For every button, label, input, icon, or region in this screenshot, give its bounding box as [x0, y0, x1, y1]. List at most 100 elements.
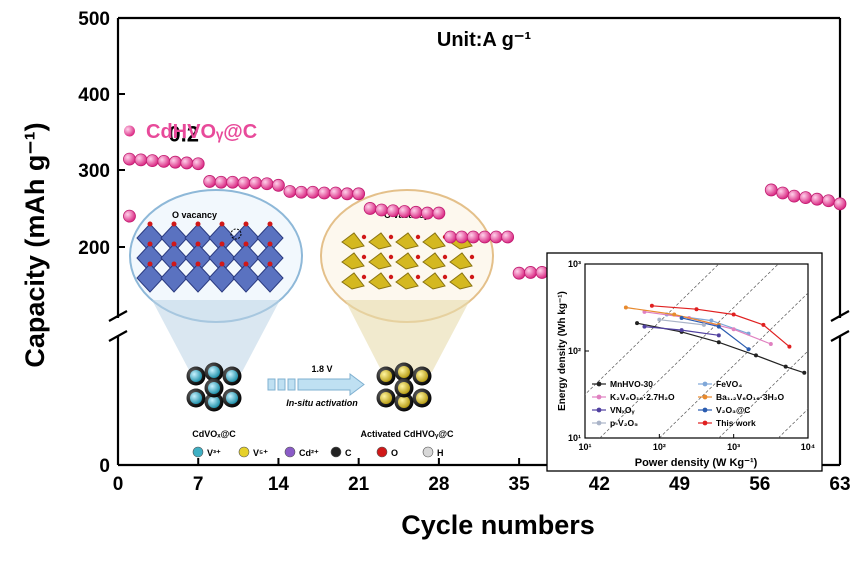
- oxygen-atom: [243, 241, 249, 247]
- data-point: [340, 187, 354, 201]
- series-label: CdHVOᵧ@C: [146, 121, 257, 143]
- x-tick-label: 7: [193, 474, 204, 495]
- particle-core: [226, 370, 238, 382]
- oxygen-atom: [147, 261, 153, 267]
- inset-legend-label: p-V₂O₅: [610, 418, 638, 428]
- polyhedron: [422, 232, 446, 250]
- axis-break-right-2: [830, 330, 850, 342]
- octahedron: [184, 263, 212, 293]
- inset-point: [716, 333, 721, 338]
- particle-core: [380, 370, 392, 382]
- oxygen-atom: [361, 274, 367, 280]
- oxygen-atom: [388, 234, 394, 240]
- oxygen-atom: [243, 221, 249, 227]
- oxygen-atom: [442, 274, 448, 280]
- inset-y-tick-label: 10¹: [568, 433, 581, 443]
- inset-point: [623, 305, 628, 310]
- axis-break-right-1: [830, 310, 850, 322]
- x-tick-label: 21: [348, 474, 370, 495]
- inset-point: [746, 347, 751, 352]
- inset-guide-lines: [585, 264, 808, 438]
- data-point: [512, 266, 526, 280]
- inset-legend-marker: [596, 394, 602, 400]
- inset-curve: [659, 319, 704, 326]
- polyhedron: [422, 252, 446, 270]
- data-point: [306, 185, 320, 199]
- activated-crystal: [341, 232, 475, 290]
- left-particle-cluster: [186, 362, 242, 412]
- inset-point: [716, 324, 721, 329]
- inset-x-tick-label: 10³: [727, 442, 740, 452]
- guide-line: [659, 292, 808, 438]
- oxygen-atom: [171, 261, 177, 267]
- oxygen-atom: [415, 254, 421, 260]
- inset-legend-label: Ba₁.₂V₆O₁₆·3H₂O: [716, 392, 785, 402]
- particle-core: [416, 392, 428, 404]
- legend-swatch: [284, 446, 296, 458]
- polyhedron: [449, 252, 473, 270]
- polyhedron: [341, 232, 365, 250]
- guide-line: [599, 264, 779, 438]
- data-point: [168, 155, 182, 169]
- inset-point: [672, 312, 677, 317]
- data-point: [524, 266, 537, 279]
- inset-point: [731, 327, 736, 332]
- x-tick-label: 0: [113, 474, 124, 495]
- polyhedron: [395, 232, 419, 250]
- inset-legend-label: FeVO₄: [716, 379, 742, 389]
- arrow-voltage-label: 1.8 V: [311, 364, 332, 374]
- inset-point: [694, 307, 699, 312]
- legend-swatch: [238, 446, 250, 458]
- left-vacancy-label: O vacancy: [172, 210, 217, 220]
- vacancy-crystal: [136, 221, 284, 293]
- oxygen-atom: [243, 261, 249, 267]
- oxygen-atom: [469, 274, 475, 280]
- left-cone: [152, 300, 280, 372]
- data-point: [478, 230, 492, 244]
- inset-point: [709, 318, 714, 323]
- axis-break-left-2: [108, 330, 128, 342]
- particle-core: [208, 366, 220, 378]
- data-point: [810, 192, 824, 206]
- inset-legend-marker: [702, 381, 708, 387]
- legend-swatch: [330, 446, 342, 458]
- data-point: [409, 205, 423, 219]
- inset-y-tick-label: 10²: [568, 346, 581, 356]
- y-tick-label: 0: [99, 456, 110, 477]
- inset-point: [701, 322, 706, 327]
- data-point: [776, 186, 790, 200]
- oxygen-atom: [415, 234, 421, 240]
- inset-point: [679, 328, 684, 333]
- data-point: [329, 186, 343, 200]
- activation-arrow: [297, 373, 365, 396]
- oxygen-atom: [388, 254, 394, 260]
- legend-swatch: [192, 446, 204, 458]
- oxygen-atom: [195, 221, 201, 227]
- left-caption: CdVOₓ@C: [192, 429, 236, 439]
- oxygen-atom: [171, 221, 177, 227]
- data-point: [363, 202, 377, 215]
- x-tick-label: 28: [428, 474, 449, 495]
- vacancy-marker: [230, 228, 242, 240]
- data-point: [191, 157, 205, 171]
- data-point: [432, 206, 446, 220]
- arrow-activation-label: In-situ activation: [286, 398, 358, 408]
- legend-label: O: [391, 448, 398, 458]
- polyhedron: [368, 232, 392, 250]
- right-cone: [345, 300, 470, 372]
- axis-break-left-1: [108, 310, 128, 322]
- right-particle-cluster: [376, 362, 432, 412]
- x-tick-label: 35: [509, 474, 531, 495]
- oxygen-atom: [361, 234, 367, 240]
- oxygen-atom: [147, 241, 153, 247]
- polyhedron: [449, 272, 473, 290]
- rate-label: 0.2: [168, 122, 199, 147]
- legend-swatch: [376, 446, 388, 458]
- particle-core: [398, 396, 410, 408]
- inset-legend-label: K₂V₆O₁₆·2.7H₂O: [610, 392, 675, 402]
- particle-core: [208, 396, 220, 408]
- arrow-block-3: [287, 378, 296, 391]
- oxygen-atom: [195, 261, 201, 267]
- inset-point: [642, 324, 647, 329]
